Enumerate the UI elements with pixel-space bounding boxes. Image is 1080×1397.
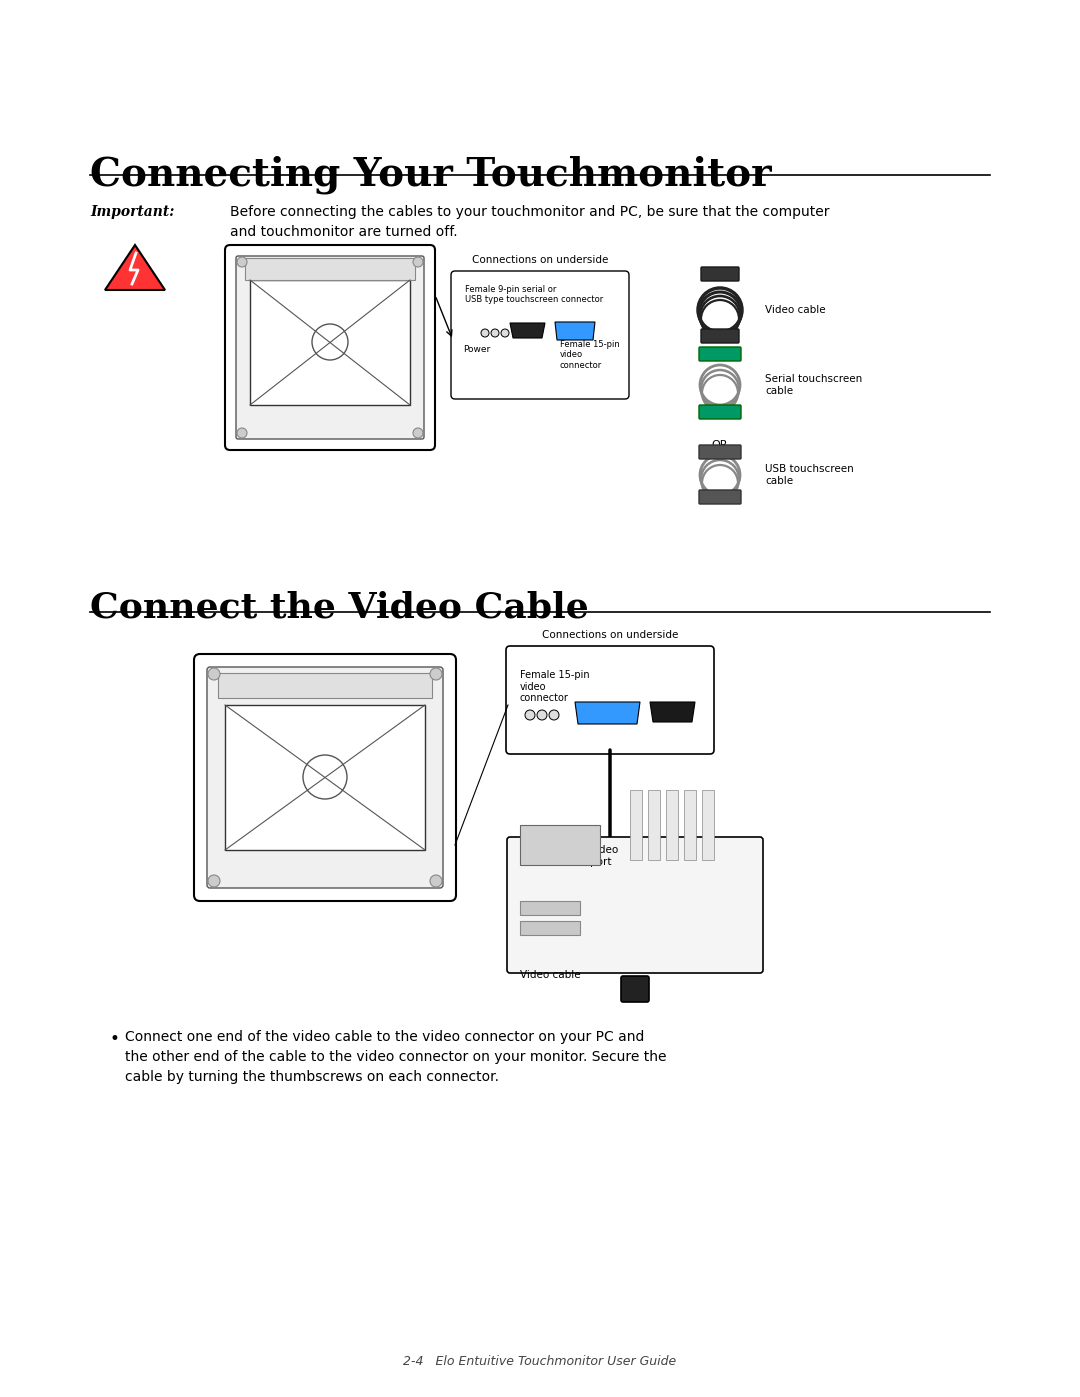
Circle shape (481, 330, 489, 337)
Text: Connect one end of the video cable to the video connector on your PC and: Connect one end of the video cable to th… (125, 1030, 645, 1044)
Bar (519, 921, 580, 935)
FancyBboxPatch shape (699, 446, 741, 460)
Bar (684, 789, 696, 861)
Text: Video cable: Video cable (519, 970, 580, 981)
FancyBboxPatch shape (699, 490, 741, 504)
FancyBboxPatch shape (699, 346, 741, 360)
Text: 2-4   Elo Entuitive Touchmonitor User Guide: 2-4 Elo Entuitive Touchmonitor User Guid… (403, 1355, 677, 1368)
Bar (225, 705, 426, 849)
Text: Power: Power (463, 345, 490, 353)
FancyBboxPatch shape (225, 244, 435, 450)
Text: cable by turning the thumbscrews on each connector.: cable by turning the thumbscrews on each… (125, 1070, 499, 1084)
Text: the other end of the cable to the video connector on your monitor. Secure the: the other end of the cable to the video … (125, 1051, 666, 1065)
Text: Connections on underside: Connections on underside (542, 630, 678, 640)
Circle shape (413, 257, 423, 267)
Circle shape (491, 330, 499, 337)
Bar (666, 789, 678, 861)
FancyBboxPatch shape (237, 256, 424, 439)
Text: Before connecting the cables to your touchmonitor and PC, be sure that the compu: Before connecting the cables to your tou… (230, 205, 829, 219)
FancyBboxPatch shape (621, 977, 649, 1002)
Circle shape (430, 668, 442, 680)
FancyBboxPatch shape (207, 666, 443, 888)
Text: Important:: Important: (90, 205, 174, 219)
Bar (702, 789, 714, 861)
Bar (245, 258, 415, 279)
Circle shape (537, 710, 546, 719)
FancyBboxPatch shape (701, 267, 739, 281)
Text: and touchmonitor are turned off.: and touchmonitor are turned off. (230, 225, 458, 239)
Bar (218, 673, 432, 698)
Circle shape (549, 710, 559, 719)
Circle shape (208, 875, 220, 887)
Bar (519, 826, 600, 865)
Circle shape (237, 427, 247, 439)
Text: Connecting Your Touchmonitor: Connecting Your Touchmonitor (90, 155, 771, 194)
Text: Connect the Video Cable: Connect the Video Cable (90, 590, 589, 624)
Circle shape (237, 257, 247, 267)
Text: Female 15-pin
video
connector: Female 15-pin video connector (561, 339, 620, 370)
Circle shape (501, 330, 509, 337)
Polygon shape (555, 321, 595, 339)
FancyBboxPatch shape (699, 405, 741, 419)
FancyBboxPatch shape (507, 645, 714, 754)
Text: Female 9-pin serial or
USB type touchscreen connector: Female 9-pin serial or USB type touchscr… (465, 285, 604, 305)
FancyBboxPatch shape (701, 330, 739, 344)
Bar (519, 901, 580, 915)
FancyBboxPatch shape (451, 271, 629, 400)
Text: OR: OR (712, 440, 728, 450)
Text: Video
port: Video port (590, 845, 619, 866)
Circle shape (413, 427, 423, 439)
Text: •: • (110, 1030, 120, 1048)
Polygon shape (510, 323, 545, 338)
Text: Video cable: Video cable (765, 305, 825, 314)
FancyBboxPatch shape (507, 837, 762, 972)
Polygon shape (650, 703, 696, 722)
Polygon shape (105, 244, 165, 291)
Text: Connections on underside: Connections on underside (472, 256, 608, 265)
Polygon shape (575, 703, 640, 724)
Bar (249, 279, 410, 405)
Circle shape (430, 875, 442, 887)
FancyBboxPatch shape (194, 654, 456, 901)
Circle shape (208, 668, 220, 680)
Bar (648, 789, 660, 861)
Text: Serial touchscreen
cable: Serial touchscreen cable (765, 374, 862, 395)
Text: Female 15-pin
video
connector: Female 15-pin video connector (519, 671, 590, 703)
Text: USB touchscreen
cable: USB touchscreen cable (765, 464, 854, 486)
Circle shape (525, 710, 535, 719)
Bar (630, 789, 642, 861)
